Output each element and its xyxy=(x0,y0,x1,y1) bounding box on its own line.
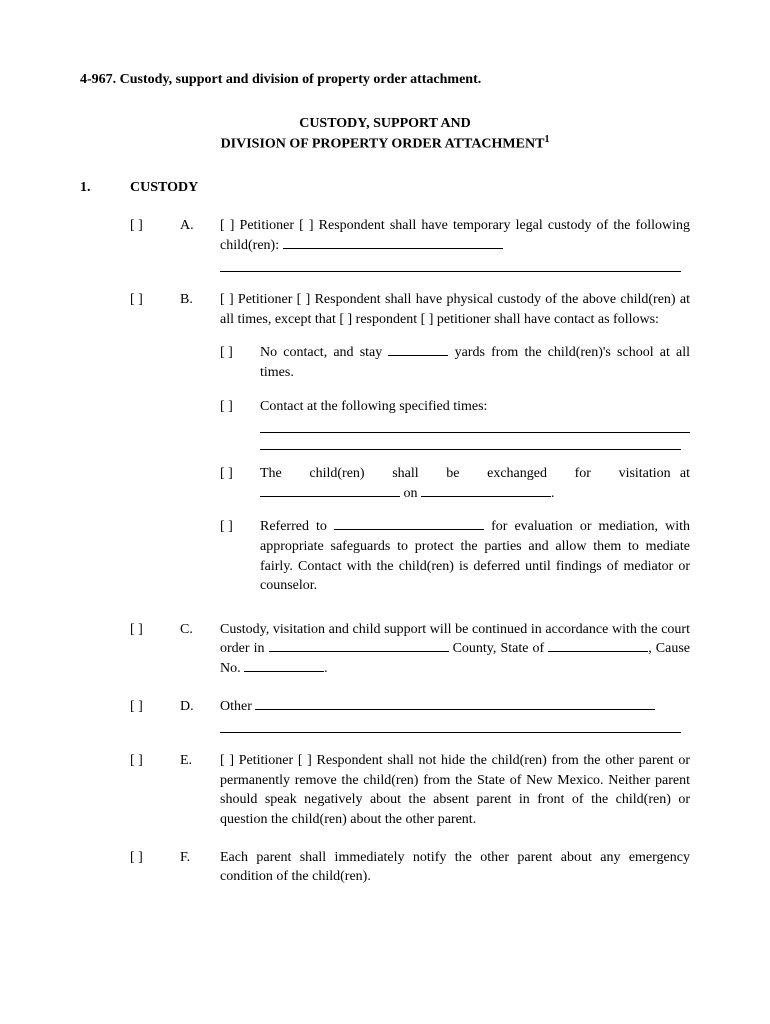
item-b-sub4-body: Referred to for evaluation or mediation,… xyxy=(260,517,690,595)
item-b-sub2-text: Contact at the following specified times… xyxy=(260,399,487,414)
item-b-sub3-a: The child(ren) shall be exchanged for vi… xyxy=(260,466,690,481)
checkbox-d[interactable]: [ ] xyxy=(80,697,180,734)
blank-c1[interactable] xyxy=(269,651,449,652)
item-a: [ ] A. [ ] Petitioner [ ] Respondent sha… xyxy=(80,216,690,272)
blank-a2[interactable] xyxy=(220,257,681,272)
checkbox-b-sub2[interactable]: [ ] xyxy=(220,397,260,451)
document-title: CUSTODY, SUPPORT AND DIVISION OF PROPERT… xyxy=(80,114,690,155)
item-b-sub3-b: on xyxy=(400,486,421,501)
section-1-header: 1. CUSTODY xyxy=(80,178,690,198)
checkbox-b[interactable]: [ ] xyxy=(80,290,180,602)
item-d: [ ] D. Other xyxy=(80,697,690,734)
blank-a1[interactable] xyxy=(283,248,503,249)
item-d-body: Other xyxy=(220,697,690,734)
blank-b3b[interactable] xyxy=(421,496,551,497)
item-c-text-b: County, State of xyxy=(449,641,549,656)
item-d-text: Other xyxy=(220,699,255,714)
item-b-body: [ ] Petitioner [ ] Respondent shall have… xyxy=(220,290,690,602)
item-c-text-d: . xyxy=(324,661,328,676)
item-e: [ ] E. [ ] Petitioner [ ] Respondent sha… xyxy=(80,751,690,829)
item-b-sub1: [ ] No contact, and stay yards from the … xyxy=(220,343,690,382)
blank-b2b[interactable] xyxy=(260,435,681,450)
item-b-sub3-body: The child(ren) shall be exchanged for vi… xyxy=(260,464,690,503)
checkbox-c[interactable]: [ ] xyxy=(80,620,180,679)
checkbox-f[interactable]: [ ] xyxy=(80,848,180,887)
blank-d1[interactable] xyxy=(255,709,655,710)
item-b-letter: B. xyxy=(180,290,220,602)
item-f: [ ] F. Each parent shall immediately not… xyxy=(80,848,690,887)
item-b: [ ] B. [ ] Petitioner [ ] Respondent sha… xyxy=(80,290,690,602)
item-e-letter: E. xyxy=(180,751,220,829)
item-b-sub3: [ ] The child(ren) shall be exchanged fo… xyxy=(220,464,690,503)
item-b-sub2-body: Contact at the following specified times… xyxy=(260,397,690,451)
checkbox-b-sub4[interactable]: [ ] xyxy=(220,517,260,595)
item-a-letter: A. xyxy=(180,216,220,272)
blank-b3a[interactable] xyxy=(260,496,400,497)
item-e-body: [ ] Petitioner [ ] Respondent shall not … xyxy=(220,751,690,829)
item-b-sub4-a: Referred to xyxy=(260,519,334,534)
item-b-sub2: [ ] Contact at the following specified t… xyxy=(220,397,690,451)
checkbox-a[interactable]: [ ] xyxy=(80,216,180,272)
item-f-letter: F. xyxy=(180,848,220,887)
item-b-text: [ ] Petitioner [ ] Respondent shall have… xyxy=(220,290,690,329)
title-line2-text: DIVISION OF PROPERTY ORDER ATTACHMENT xyxy=(221,137,545,152)
item-a-body: [ ] Petitioner [ ] Respondent shall have… xyxy=(220,216,690,272)
item-c-letter: C. xyxy=(180,620,220,679)
title-line2: DIVISION OF PROPERTY ORDER ATTACHMENT1 xyxy=(80,133,690,154)
blank-c2[interactable] xyxy=(548,651,648,652)
item-b-sub4: [ ] Referred to for evaluation or mediat… xyxy=(220,517,690,595)
blank-b1[interactable] xyxy=(388,355,448,356)
blank-b2a[interactable] xyxy=(260,418,690,433)
item-f-body: Each parent shall immediately notify the… xyxy=(220,848,690,887)
blank-b4[interactable] xyxy=(334,529,484,530)
title-line1: CUSTODY, SUPPORT AND xyxy=(80,114,690,134)
checkbox-b-sub1[interactable]: [ ] xyxy=(220,343,260,382)
title-superscript: 1 xyxy=(544,134,549,145)
item-c: [ ] C. Custody, visitation and child sup… xyxy=(80,620,690,679)
blank-c3[interactable] xyxy=(244,671,324,672)
blank-d2[interactable] xyxy=(220,718,681,733)
form-number: 4-967. Custody, support and division of … xyxy=(80,70,690,90)
checkbox-b-sub3[interactable]: [ ] xyxy=(220,464,260,503)
item-c-body: Custody, visitation and child support wi… xyxy=(220,620,690,679)
item-b-sub1-body: No contact, and stay yards from the chil… xyxy=(260,343,690,382)
item-d-letter: D. xyxy=(180,697,220,734)
section-1-title: CUSTODY xyxy=(130,178,198,198)
checkbox-e[interactable]: [ ] xyxy=(80,751,180,829)
section-1-num: 1. xyxy=(80,178,130,198)
item-b-sub1-a: No contact, and stay xyxy=(260,345,388,360)
